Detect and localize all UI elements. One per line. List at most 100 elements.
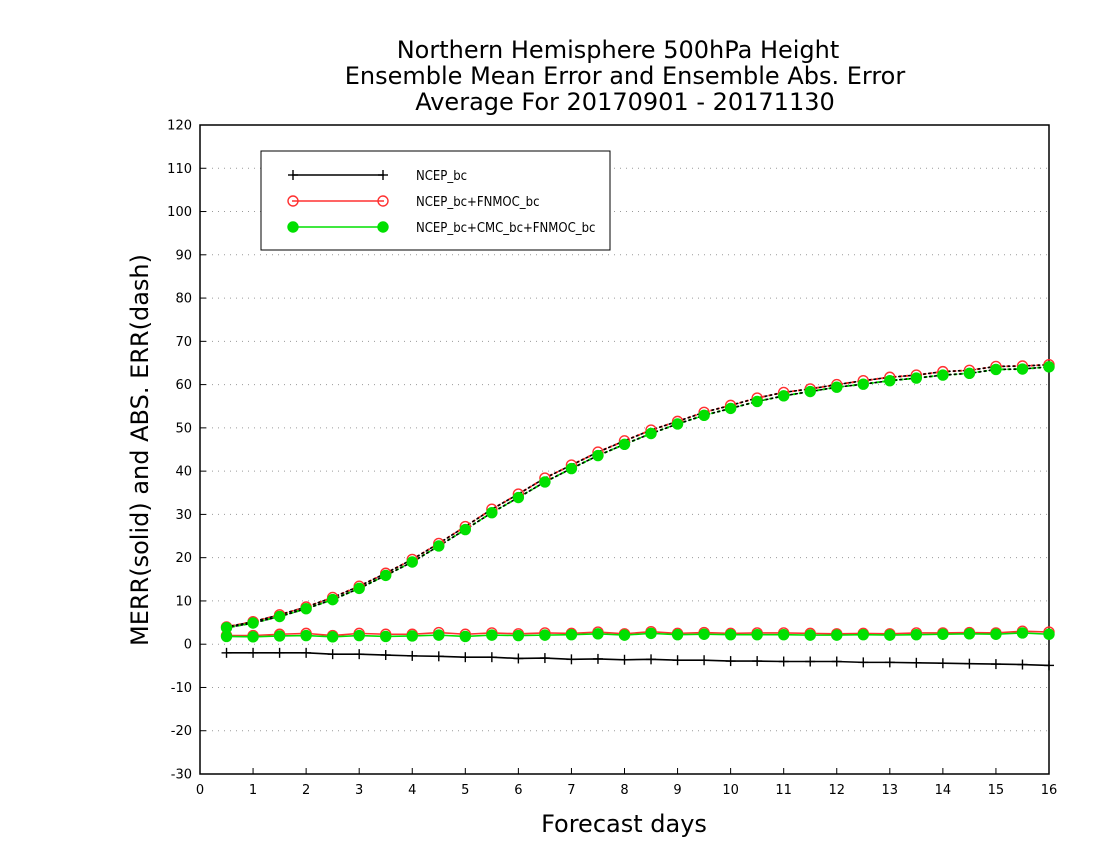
x-tick-label: 1	[249, 783, 257, 798]
merr-point-ncep-bc-cmc-bc-fnmoc-bc	[1043, 628, 1055, 640]
x-tick-label: 14	[935, 783, 952, 798]
legend-label: NCEP_bc	[416, 169, 467, 184]
merr-point-ncep-bc	[672, 655, 683, 666]
abs-err-line-ncep-bc-fnmoc-bc	[225, 363, 1050, 628]
merr-point-ncep-bc	[778, 656, 789, 667]
abs-err-point-ncep-bc-cmc-bc-fnmoc-bc	[380, 569, 392, 582]
merr-point-ncep-bc-cmc-bc-fnmoc-bc	[671, 628, 684, 641]
x-tick-label: 8	[620, 783, 628, 798]
abs-err-point-ncep-bc-cmc-bc-fnmoc-bc	[592, 449, 604, 462]
merr-point-ncep-bc	[460, 652, 471, 663]
y-tick-label: 60	[175, 378, 192, 393]
legend-marker	[287, 221, 299, 233]
y-axis-label: MERR(solid) and ABS. ERR(dash)	[126, 254, 154, 646]
merr-point-ncep-bc-cmc-bc-fnmoc-bc	[326, 631, 339, 643]
x-tick-label: 11	[775, 783, 792, 798]
merr-point-ncep-bc	[248, 647, 259, 658]
series-layer	[220, 358, 1055, 671]
y-tick-label: 70	[175, 335, 192, 350]
x-tick-label: 10	[722, 783, 739, 798]
merr-point-ncep-bc	[592, 653, 603, 664]
abs-err-point-ncep-bc-cmc-bc-fnmoc-bc	[963, 367, 976, 380]
merr-point-ncep-bc	[433, 651, 444, 662]
legend: NCEP_bc NCEP_bc+FNMOC_bc NCEP_bc+CMC_bc+FN…	[260, 150, 611, 251]
merr-point-ncep-bc-cmc-bc-fnmoc-bc	[512, 629, 525, 642]
abs-err-point-ncep-bc-cmc-bc-fnmoc-bc	[990, 363, 1002, 376]
abs-err-point-ncep-bc-cmc-bc-fnmoc-bc	[671, 418, 684, 430]
merr-point-ncep-bc	[725, 656, 736, 667]
abs-err-point-ncep-bc-cmc-bc-fnmoc-bc	[698, 409, 710, 422]
merr-point-ncep-bc	[486, 652, 497, 663]
y-tick-label: 0	[184, 638, 192, 653]
x-tick-label: 0	[196, 783, 204, 798]
abs-err-point-ncep-bc-cmc-bc-fnmoc-bc	[724, 402, 737, 415]
merr-point-ncep-bc-cmc-bc-fnmoc-bc	[724, 628, 737, 641]
legend-label: NCEP_bc+CMC_bc+FNMOC_bc	[416, 221, 595, 236]
x-tick-label: 2	[302, 783, 310, 798]
y-tick-label: 80	[175, 292, 192, 307]
abs-err-point-ncep-bc-cmc-bc-fnmoc-bc	[273, 610, 286, 623]
abs-err-point-ncep-bc-cmc-bc-fnmoc-bc	[1043, 361, 1055, 373]
merr-point-ncep-bc	[301, 647, 312, 658]
merr-point-ncep-bc	[1044, 660, 1054, 671]
abs-err-point-ncep-bc-cmc-bc-fnmoc-bc	[777, 390, 790, 402]
merr-point-ncep-bc	[407, 650, 418, 661]
abs-err-point-ncep-bc-cmc-bc-fnmoc-bc	[486, 506, 498, 519]
merr-point-ncep-bc-cmc-bc-fnmoc-bc	[884, 629, 896, 641]
merr-point-ncep-bc-cmc-bc-fnmoc-bc	[380, 630, 392, 643]
merr-point-ncep-bc-cmc-bc-fnmoc-bc	[353, 629, 365, 642]
merr-point-ncep-bc-cmc-bc-fnmoc-bc	[592, 628, 604, 640]
merr-point-ncep-bc	[990, 659, 1001, 670]
merr-point-ncep-bc	[964, 658, 975, 669]
merr-point-ncep-bc-cmc-bc-fnmoc-bc	[990, 628, 1002, 640]
merr-point-ncep-bc-cmc-bc-fnmoc-bc	[645, 627, 657, 640]
abs-err-point-ncep-bc-cmc-bc-fnmoc-bc	[326, 593, 339, 606]
x-tick-label: 5	[461, 783, 469, 798]
abs-err-point-ncep-bc-cmc-bc-fnmoc-bc	[406, 556, 418, 568]
merr-point-ncep-bc	[354, 649, 365, 660]
merr-point-ncep-bc-cmc-bc-fnmoc-bc	[857, 628, 869, 641]
merr-point-ncep-bc-cmc-bc-fnmoc-bc	[433, 629, 445, 641]
x-axis-label: Forecast days	[541, 810, 707, 838]
merr-point-ncep-bc	[619, 654, 630, 665]
merr-point-ncep-bc	[937, 658, 948, 669]
x-tick-label: 3	[355, 783, 363, 798]
abs-err-point-ncep-bc-cmc-bc-fnmoc-bc	[512, 491, 525, 504]
merr-point-ncep-bc	[911, 657, 922, 668]
x-tick-label: 13	[882, 783, 899, 798]
abs-err-point-ncep-bc-cmc-bc-fnmoc-bc	[618, 438, 631, 451]
merr-point-ncep-bc	[752, 656, 763, 667]
chart-title-line-3: Average For 20170901 - 20171130	[415, 88, 835, 116]
x-tick-label: 16	[1041, 783, 1058, 798]
y-tick-label: 10	[175, 594, 192, 609]
y-axis: -30 -20 -10 0 10 20 30 40 50 60 70 80 90 100 110 120	[167, 119, 206, 783]
abs-err-point-ncep-bc-cmc-bc-fnmoc-bc	[539, 476, 551, 488]
merr-point-ncep-bc	[858, 657, 869, 668]
y-tick-label: 40	[175, 465, 192, 480]
merr-point-ncep-bc-cmc-bc-fnmoc-bc	[963, 628, 976, 640]
abs-err-point-ncep-bc-cmc-bc-fnmoc-bc	[645, 427, 657, 440]
merr-point-ncep-bc	[380, 650, 391, 661]
merr-point-ncep-bc	[539, 653, 550, 664]
legend-marker	[377, 195, 389, 207]
abs-err-point-ncep-bc-cmc-bc-fnmoc-bc	[910, 372, 923, 384]
merr-point-ncep-bc	[831, 656, 842, 667]
y-tick-label: 90	[175, 248, 192, 263]
merr-point-ncep-bc-cmc-bc-fnmoc-bc	[247, 631, 259, 643]
abs-err-point-ncep-bc-cmc-bc-fnmoc-bc	[884, 375, 896, 387]
merr-point-ncep-bc	[699, 655, 710, 666]
abs-err-point-ncep-bc-cmc-bc-fnmoc-bc	[459, 523, 472, 536]
legend-marker	[288, 170, 298, 180]
abs-err-dots-ncep-bc-cmc-bc-fnmoc-bc	[225, 366, 1050, 629]
x-axis: 0 1 2 3 4 5 6 7 8 9 10 11 12 13 14 15 16	[196, 768, 1057, 798]
abs-err-line-ncep-bc-cmc-bc-fnmoc-bc	[225, 365, 1050, 629]
merr-point-ncep-bc	[513, 653, 524, 664]
y-tick-label: 50	[175, 421, 192, 436]
merr-point-ncep-bc	[646, 654, 657, 665]
legend-marker	[287, 195, 299, 207]
abs-err-point-ncep-bc-cmc-bc-fnmoc-bc	[565, 462, 578, 475]
merr-point-ncep-bc-cmc-bc-fnmoc-bc	[406, 630, 418, 642]
merr-point-ncep-bc-cmc-bc-fnmoc-bc	[777, 628, 790, 641]
abs-err-point-ncep-bc-cmc-bc-fnmoc-bc	[857, 378, 869, 390]
